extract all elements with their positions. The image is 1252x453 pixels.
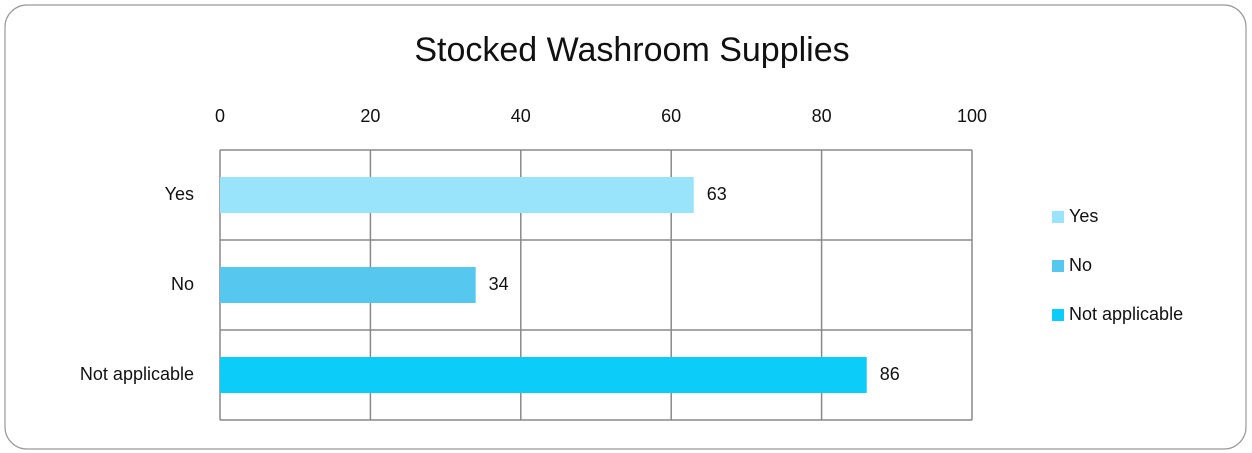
legend-label: Not applicable xyxy=(1069,304,1183,324)
legend-swatch xyxy=(1052,260,1064,272)
y-tick-label: No xyxy=(171,274,194,294)
x-tick-label: 40 xyxy=(511,106,531,126)
legend-swatch xyxy=(1052,211,1064,223)
bar xyxy=(220,267,476,303)
y-tick-label: Yes xyxy=(165,184,194,204)
data-label: 63 xyxy=(707,184,727,204)
x-tick-label: 80 xyxy=(812,106,832,126)
bar xyxy=(220,357,867,393)
data-label: 86 xyxy=(880,364,900,384)
chart-frame xyxy=(4,4,1247,450)
legend-swatch xyxy=(1052,309,1064,321)
x-tick-label: 100 xyxy=(957,106,987,126)
x-tick-label: 60 xyxy=(661,106,681,126)
chart-title: Stocked Washroom Supplies xyxy=(414,31,849,69)
legend-label: No xyxy=(1069,255,1092,275)
x-tick-label: 20 xyxy=(360,106,380,126)
data-label: 34 xyxy=(489,274,509,294)
bar xyxy=(220,177,694,213)
legend-label: Yes xyxy=(1069,206,1098,226)
y-tick-label: Not applicable xyxy=(80,364,194,384)
x-tick-label: 0 xyxy=(215,106,225,126)
